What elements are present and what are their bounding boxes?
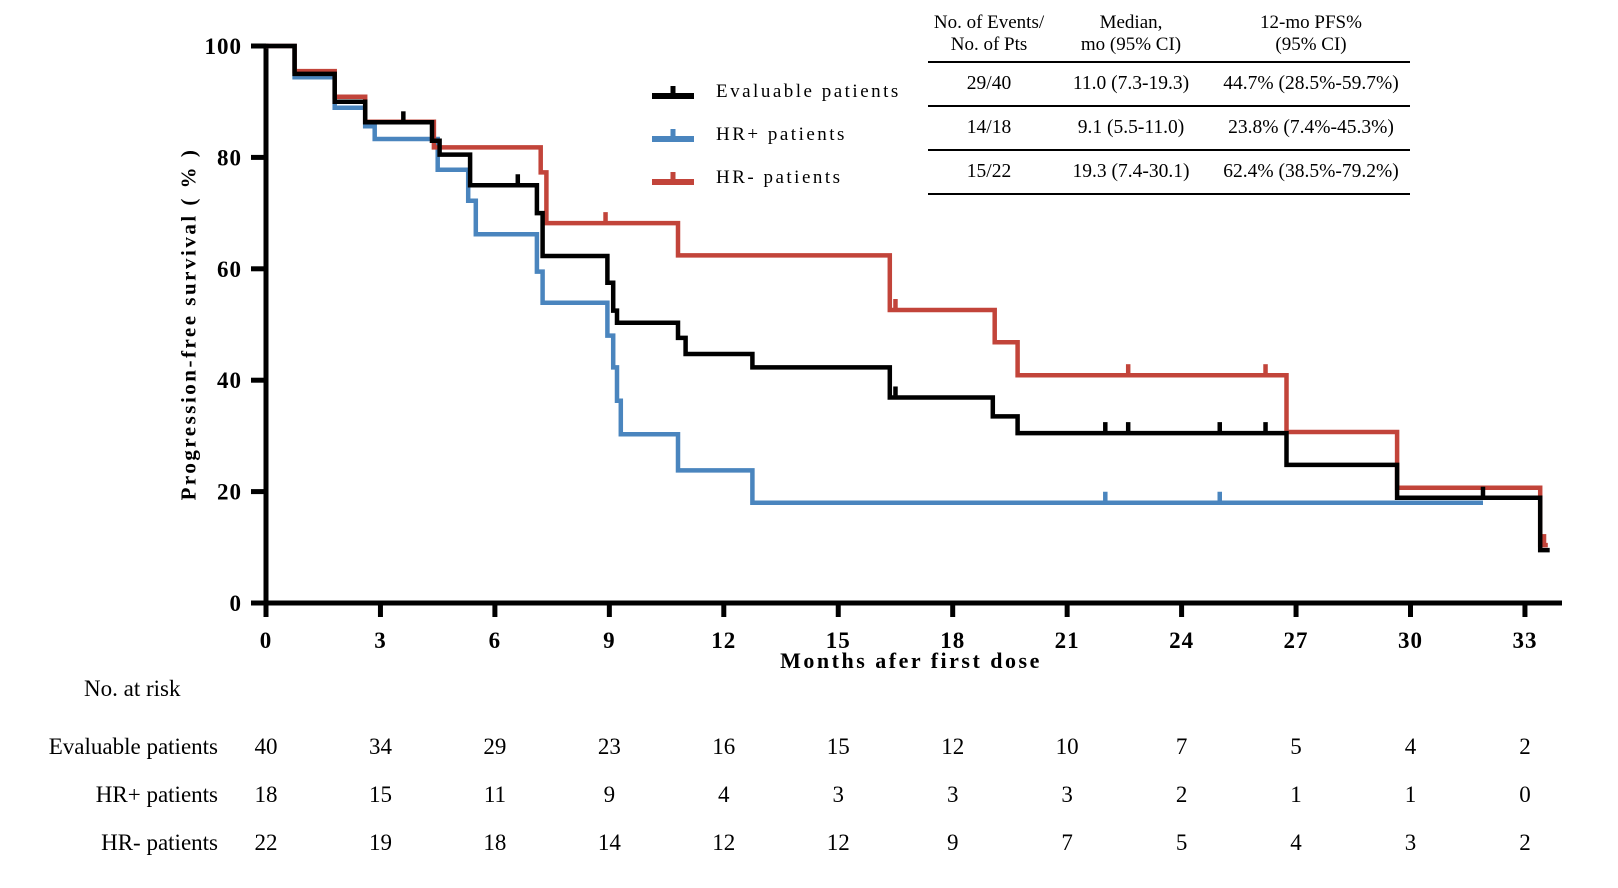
y-tick-label: 40 <box>217 368 242 393</box>
risk-value: 4 <box>1290 830 1302 855</box>
risk-value: 2 <box>1175 782 1188 807</box>
header-line: 12-mo PFS% <box>1260 12 1362 33</box>
risk-value: 4 <box>718 782 730 807</box>
x-tick-label: 3 <box>374 628 387 653</box>
legend-line-hr-neg-icon <box>652 171 694 185</box>
events-value: 29/40 <box>966 73 1012 94</box>
risk-value: 3 <box>832 782 845 807</box>
events-value: 14/18 <box>966 117 1012 138</box>
risk-value: 4 <box>1404 734 1417 759</box>
risk-value: 11 <box>483 782 506 807</box>
legend-label: Evaluable patients <box>716 80 901 102</box>
risk-value: 12 <box>941 734 965 759</box>
risk-value: 5 <box>1290 734 1302 759</box>
legend-line-evaluable-icon <box>652 85 694 99</box>
x-tick-label: 33 <box>1512 628 1537 653</box>
y-axis-title: Progression-free survival ( % ) <box>176 147 201 501</box>
risk-value: 29 <box>483 734 507 759</box>
risk-value: 10 <box>1055 734 1079 759</box>
risk-value: 16 <box>712 734 736 759</box>
risk-value: 34 <box>368 734 392 759</box>
risk-value: 2 <box>1519 734 1531 759</box>
risk-value: 0 <box>1519 782 1531 807</box>
pfs-value: 44.7% (28.5%-59.7%) <box>1223 73 1399 94</box>
y-tick-label: 60 <box>217 257 242 282</box>
y-tick-label: 20 <box>217 480 242 505</box>
x-tick-label: 27 <box>1284 628 1309 653</box>
stats-table: No. of Events/ No. of Pts Median, mo (95… <box>928 12 1410 195</box>
y-tick-label: 0 <box>230 591 243 616</box>
stats-row-hr-pos: 14/18 9.1 (5.5-11.0) 23.8% (7.4%-45.3%) <box>928 107 1410 151</box>
legend-label: HR+ patients <box>716 123 847 145</box>
series-line-evaluable <box>266 43 1550 553</box>
risk-value: 2 <box>1519 830 1531 855</box>
risk-value: 23 <box>597 734 621 759</box>
risk-value: 12 <box>826 830 850 855</box>
legend-line-hr-pos-icon <box>652 128 694 142</box>
stats-row-hr-neg: 15/22 19.3 (7.4-30.1) 62.4% (38.5%-79.2%… <box>928 151 1410 195</box>
risk-value: 15 <box>826 734 850 759</box>
header-line: (95% CI) <box>1275 34 1347 55</box>
legend-item-evaluable: Evaluable patients <box>650 70 901 113</box>
pfs-value: 62.4% (38.5%-79.2%) <box>1223 161 1399 182</box>
risk-value: 3 <box>946 782 959 807</box>
risk-value: 3 <box>1061 782 1073 807</box>
header-line: No. of Events/ <box>933 12 1045 33</box>
risk-value: 9 <box>603 782 616 807</box>
risk-value: 19 <box>368 830 392 855</box>
header-line: No. of Pts <box>950 34 1028 55</box>
median-value: 19.3 (7.4-30.1) <box>1072 161 1190 182</box>
x-axis-title: Months afer first dose <box>780 648 1042 673</box>
risk-value: 5 <box>1175 830 1188 855</box>
risk-value: 7 <box>1175 734 1188 759</box>
risk-table-title: No. at risk <box>84 676 181 701</box>
risk-value: 1 <box>1404 782 1417 807</box>
stats-col-median-header: Median, mo (95% CI) <box>1050 12 1212 61</box>
legend-item-hr-pos: HR+ patients <box>650 113 901 156</box>
x-tick-label: 12 <box>711 628 736 653</box>
risk-row-label-hr-neg: HR- patients <box>101 830 218 855</box>
header-line: Median, <box>1099 12 1163 33</box>
x-tick-label: 6 <box>489 628 502 653</box>
series-line-hr-neg <box>266 43 1548 548</box>
x-tick-label: 18 <box>940 628 965 653</box>
risk-value: 9 <box>946 830 959 855</box>
x-tick-label: 15 <box>826 628 851 653</box>
risk-value: 3 <box>1404 830 1417 855</box>
risk-value: 22 <box>254 830 278 855</box>
x-tick-label: 9 <box>603 628 616 653</box>
pfs-value: 23.8% (7.4%-45.3%) <box>1228 117 1394 138</box>
risk-value: 40 <box>254 734 278 759</box>
legend-label: HR- patients <box>716 166 843 188</box>
stats-col-pfs-header: 12-mo PFS% (95% CI) <box>1212 12 1410 61</box>
stats-col-events-header: No. of Events/ No. of Pts <box>928 12 1050 61</box>
x-tick-label: 30 <box>1398 628 1423 653</box>
events-value: 15/22 <box>966 161 1012 182</box>
y-tick-label: 80 <box>217 145 242 170</box>
x-tick-label: 0 <box>260 628 273 653</box>
stats-table-header: No. of Events/ No. of Pts Median, mo (95… <box>928 12 1410 63</box>
risk-row-label-hr-pos: HR+ patients <box>95 782 218 807</box>
x-tick-label: 24 <box>1169 628 1194 653</box>
risk-value: 1 <box>1290 782 1302 807</box>
risk-value: 18 <box>483 830 507 855</box>
risk-value: 14 <box>597 830 621 855</box>
legend: Evaluable patients HR+ patients HR- pati… <box>650 70 901 199</box>
risk-value: 15 <box>368 782 392 807</box>
km-plot-canvas: 0 20 40 60 80 100 0 3 6 9 12 15 18 21 24 27 30 33 <box>205 34 1562 653</box>
stats-row-evaluable: 29/40 11.0 (7.3-19.3) 44.7% (28.5%-59.7%… <box>928 63 1410 107</box>
y-tick-label: 100 <box>205 34 243 59</box>
risk-value: 18 <box>254 782 278 807</box>
legend-item-hr-neg: HR- patients <box>650 156 901 199</box>
header-line: mo (95% CI) <box>1080 34 1182 55</box>
median-value: 9.1 (5.5-11.0) <box>1077 117 1185 138</box>
risk-row-label-evaluable: Evaluable patients <box>48 734 218 759</box>
median-value: 11.0 (7.3-19.3) <box>1072 73 1190 94</box>
risk-value: 7 <box>1061 830 1073 855</box>
risk-value: 12 <box>712 830 736 855</box>
x-tick-label: 21 <box>1055 628 1080 653</box>
